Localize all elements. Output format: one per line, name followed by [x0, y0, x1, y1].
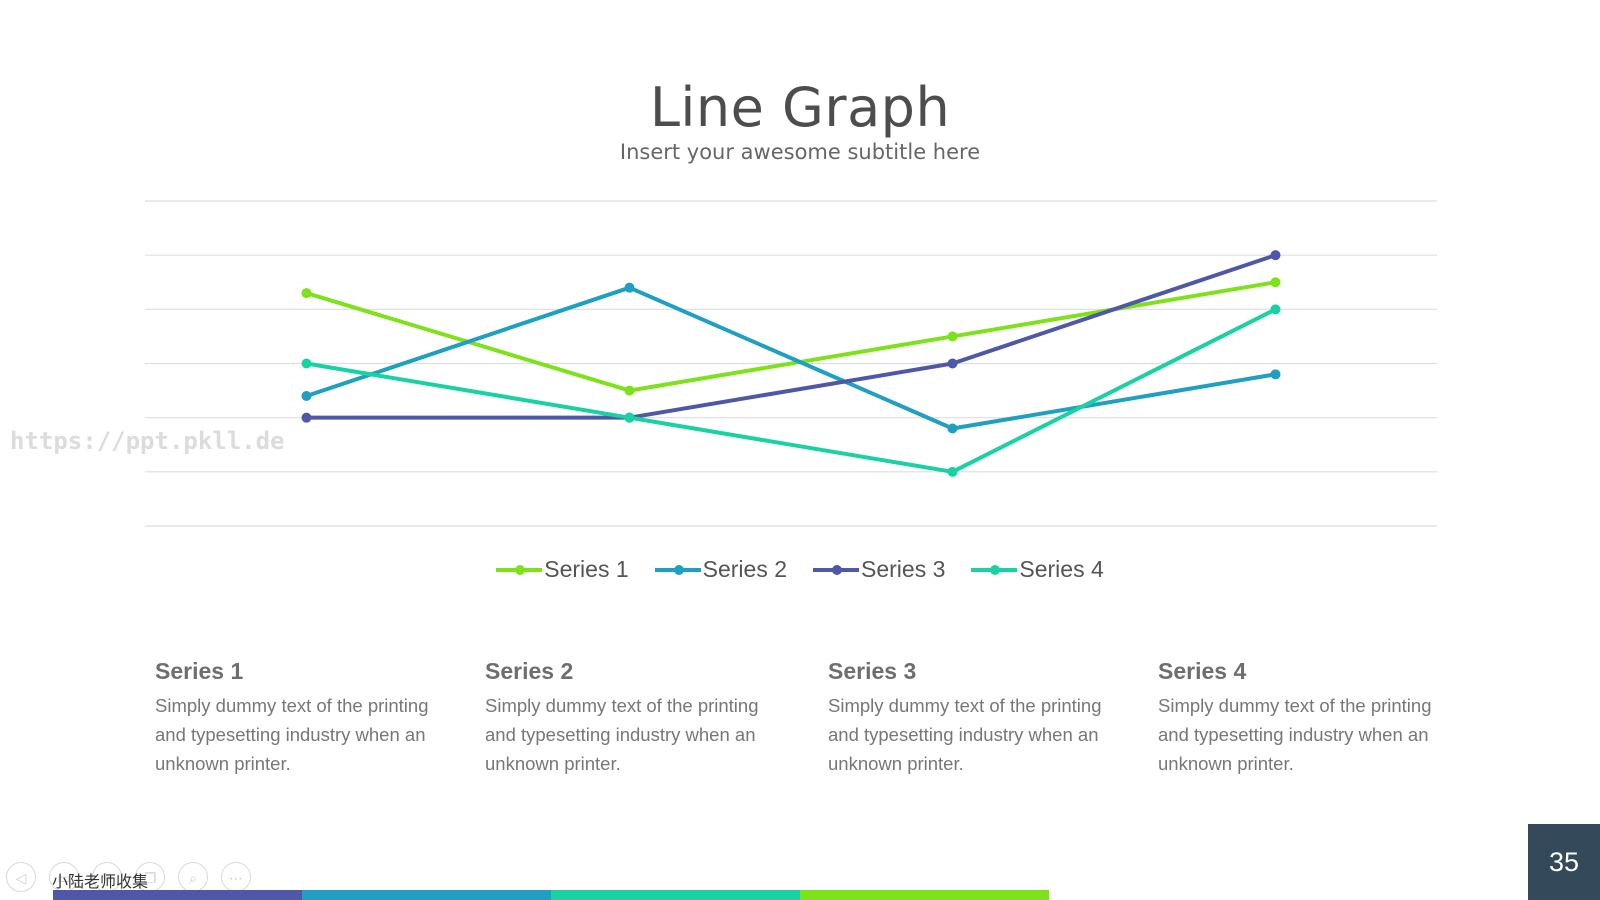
nav-caption: 小陆老师收集: [52, 874, 149, 891]
data-point: [947, 423, 958, 434]
legend-swatch: [496, 564, 543, 575]
slide-title: Line Graph: [649, 76, 951, 139]
data-point: [1270, 277, 1281, 288]
legend-item-series-2: Series 2: [654, 556, 787, 583]
legend-label: Series 3: [861, 556, 946, 582]
slide-subtitle: Insert your awesome subtitle here: [619, 140, 981, 164]
data-point: [301, 288, 312, 299]
legend-label: Series 4: [1019, 556, 1104, 582]
data-point: [1270, 250, 1281, 261]
series-line-3: [306, 253, 1277, 420]
data-point: [947, 331, 958, 342]
legend-swatch: [971, 564, 1018, 575]
data-point: [624, 412, 635, 423]
more-icon[interactable]: ⋯: [221, 862, 251, 892]
bottom-color-bar: [53, 890, 1049, 900]
data-point: [1270, 369, 1281, 380]
legend-swatch: [813, 564, 859, 575]
legend-label: Series 2: [702, 556, 787, 582]
data-point: [947, 358, 958, 369]
legend-item-series-3: Series 3: [813, 556, 945, 583]
legend-item-series-1: Series 1: [496, 556, 629, 583]
note-text: Simply dummy text of the printing and ty…: [485, 695, 759, 774]
note-series-3: Series 3 Simply dummy text of the printi…: [828, 658, 1128, 778]
zoom-icon[interactable]: ⌕: [178, 862, 208, 892]
legend-swatch: [654, 564, 701, 575]
note-title: Series 3: [828, 658, 917, 684]
note-title: Series 4: [1158, 658, 1247, 684]
data-point: [1270, 304, 1281, 315]
bar-segment-2: [302, 890, 551, 900]
note-series-1: Series 1 Simply dummy text of the printi…: [155, 658, 455, 778]
data-point: [624, 385, 635, 396]
legend-label: Series 1: [544, 556, 629, 582]
note-text: Simply dummy text of the printing and ty…: [828, 695, 1102, 774]
series-line-4: [306, 307, 1277, 474]
bar-segment-3: [551, 890, 800, 900]
legend-item-series-4: Series 4: [971, 556, 1104, 583]
series-line-2: [305, 285, 1276, 431]
note-series-2: Series 2 Simply dummy text of the printi…: [485, 658, 785, 778]
chart-legend: Series 1 Series 2 Series 3 Series 4: [0, 556, 1600, 583]
page-number: 35: [1528, 824, 1600, 900]
note-title: Series 2: [485, 658, 574, 684]
note-text: Simply dummy text of the printing and ty…: [155, 695, 429, 774]
note-title: Series 1: [155, 658, 244, 684]
bar-segment-4: [800, 890, 1049, 900]
prev-icon[interactable]: ◁: [6, 862, 36, 892]
note-series-4: Series 4 Simply dummy text of the printi…: [1158, 658, 1458, 778]
data-point: [624, 282, 635, 293]
data-point: [301, 391, 312, 401]
series-line-1: [305, 280, 1276, 393]
data-point: [301, 358, 312, 369]
note-text: Simply dummy text of the printing and ty…: [1158, 695, 1432, 774]
watermark-url: https://ppt.pkll.de: [10, 427, 285, 455]
line-chart: [145, 200, 1437, 527]
bar-segment-1: [53, 890, 302, 900]
data-point: [301, 412, 312, 423]
data-point: [947, 466, 958, 477]
